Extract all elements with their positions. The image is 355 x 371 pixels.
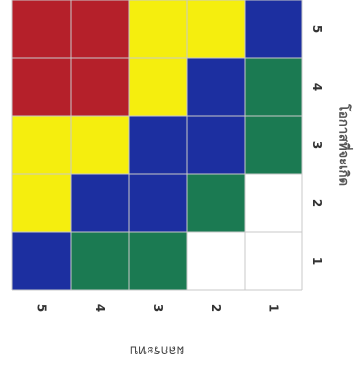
heatmap-grid [11,0,303,291]
heatmap-cells [12,0,302,290]
heatmap-cell-yellow [129,58,187,116]
heatmap-cell-green [71,232,129,290]
heatmap-cell-yellow [12,174,71,232]
y-tick-labels: 1 2 3 4 5 [310,25,324,265]
heatmap-cell-green [129,232,187,290]
x-tick-label: 3 [151,304,165,312]
heatmap-cell-red [12,0,71,58]
heatmap-cell-yellow [71,116,129,174]
y-tick-label: 5 [310,25,324,33]
heatmap-cell-green [245,58,302,116]
heatmap-cell-blue [187,116,245,174]
heatmap-cell-white [245,174,302,232]
heatmap-cell-yellow [129,0,187,58]
heatmap-cell-white [245,232,302,290]
y-tick-label: 2 [310,199,324,207]
heatmap-cell-blue [12,232,71,290]
heatmap-cell-blue [129,116,187,174]
y-axis-label: โอกาสที่จะเกิด [336,103,354,186]
y-tick-label: 1 [310,257,324,265]
heatmap-cell-blue [245,0,302,58]
heatmap-cell-white [187,232,245,290]
x-axis-label: ผลกระทบ [130,343,184,358]
x-tick-label: 2 [209,304,223,312]
heatmap-cell-green [187,174,245,232]
heatmap-cell-red [71,0,129,58]
heatmap-cell-blue [187,58,245,116]
heatmap-cell-red [12,58,71,116]
heatmap-cell-green [245,116,302,174]
x-tick-labels: 5 4 3 2 1 [35,304,281,312]
x-tick-label: 5 [35,304,49,312]
x-tick-label: 4 [93,304,107,312]
heatmap-cell-blue [71,174,129,232]
heatmap-cell-red [71,58,129,116]
heatmap-cell-yellow [12,116,71,174]
heatmap-cell-yellow [187,0,245,58]
heatmap-cell-blue [129,174,187,232]
y-tick-label: 3 [310,141,324,149]
y-tick-label: 4 [310,83,324,91]
x-tick-label: 1 [267,304,281,312]
